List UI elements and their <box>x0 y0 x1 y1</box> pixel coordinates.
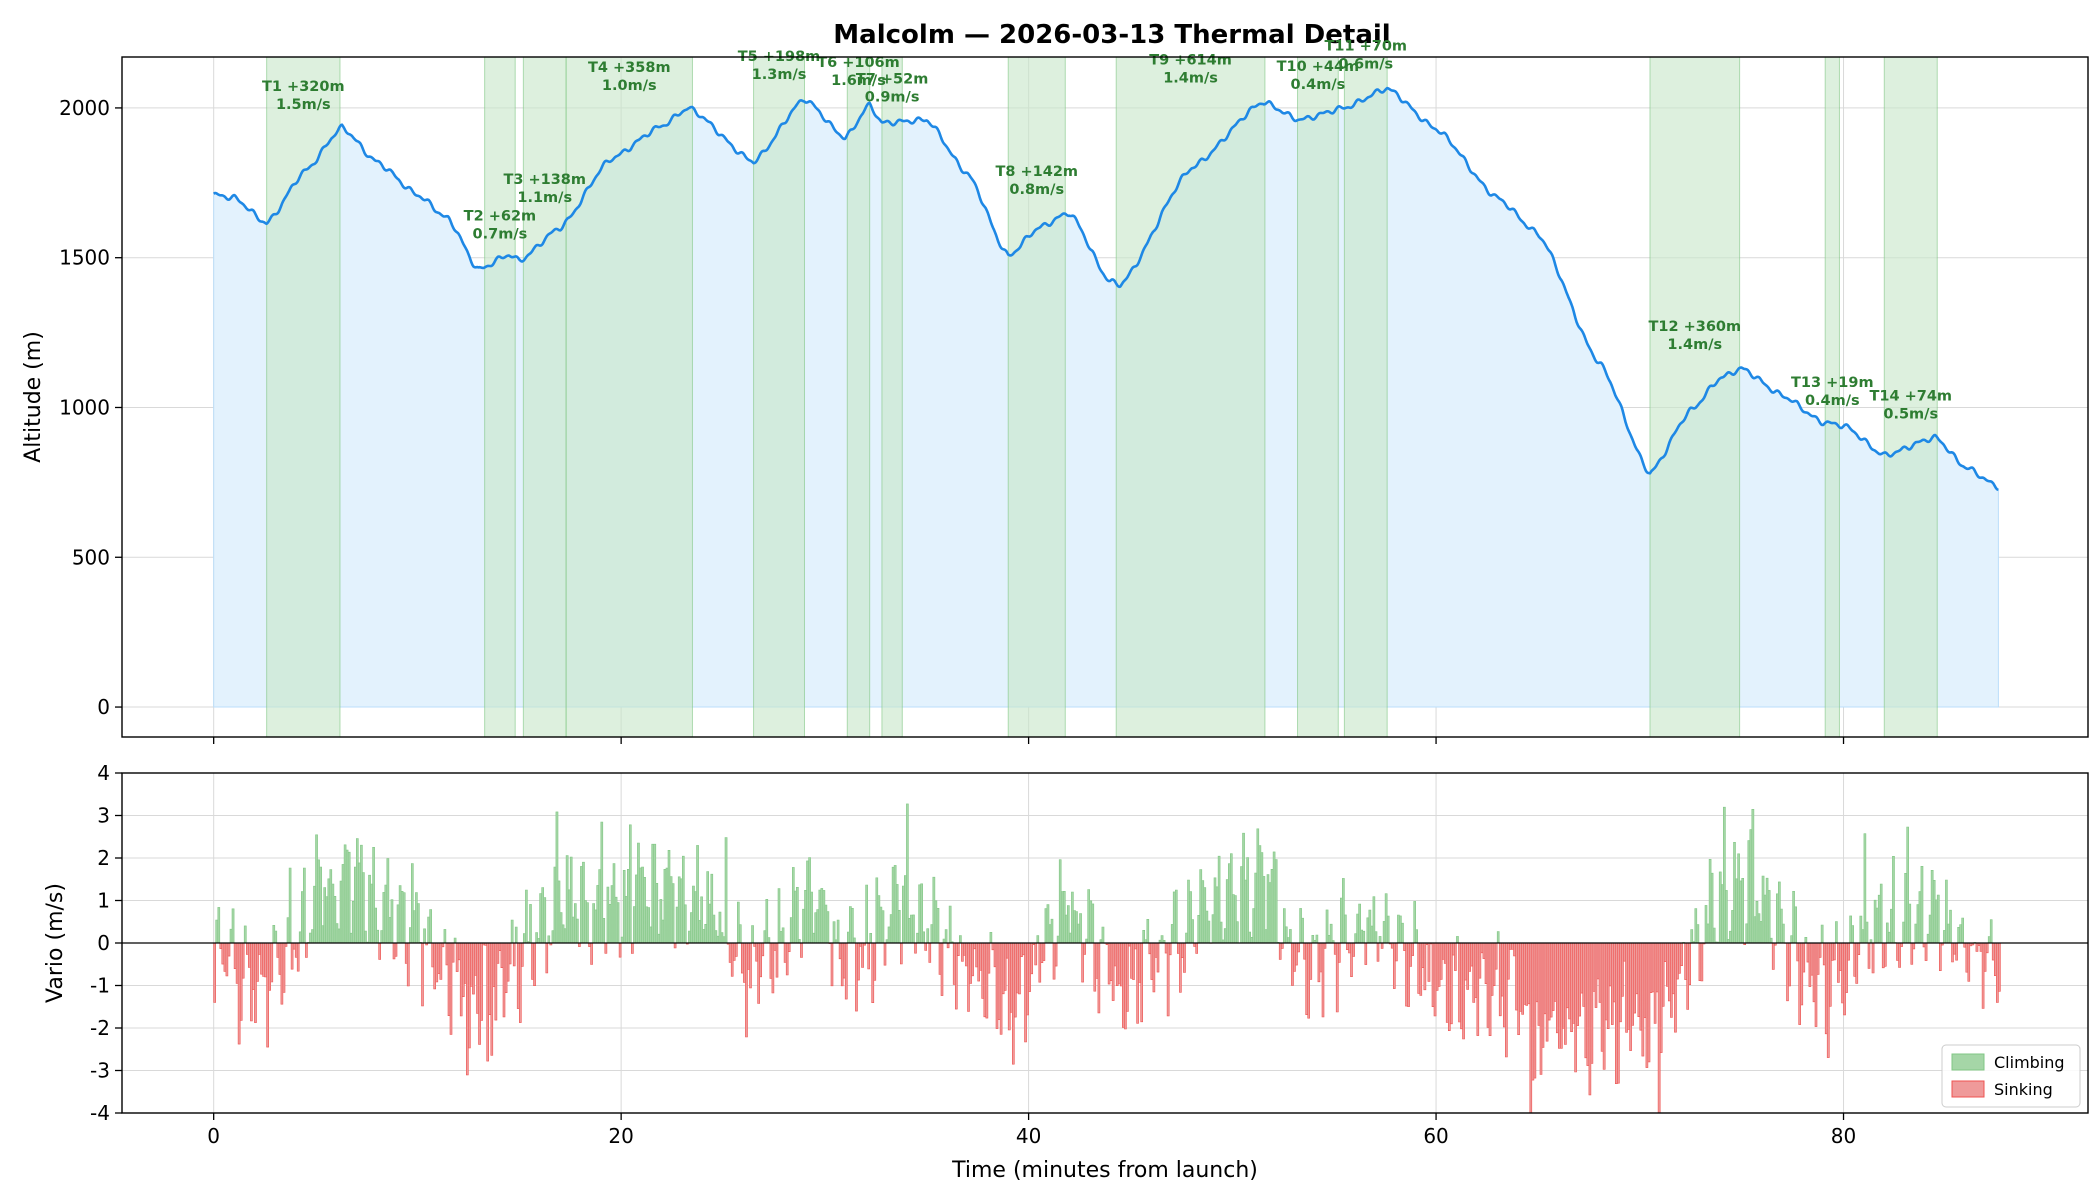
thermal-rate-t4: 1.0m/s <box>602 78 657 94</box>
x-axis-label: Time (minutes from launch) <box>951 1158 1258 1183</box>
legend-swatch-climbing <box>1951 1053 1985 1071</box>
altitude-y-axis-label: Altitude (m) <box>21 331 46 463</box>
legend-label-sinking: Sinking <box>1994 1080 2053 1099</box>
vario-panel: 4 3 2 1 0 -1 -2 -3 -4 0 20 40 60 80 Vario (m/s) Time … <box>43 761 2089 1183</box>
vario-ytick-label-0: 0 <box>97 931 110 955</box>
thermal-band-t11 <box>1343 56 1388 738</box>
altitude-ytick-label-500: 500 <box>72 545 110 569</box>
thermal-rate-t13: 0.4m/s <box>1805 393 1860 409</box>
altitude-ytick-label-0: 0 <box>97 695 110 719</box>
thermal-label-t9: T9 +614m <box>1149 53 1232 69</box>
altitude-ytick-label-2000: 2000 <box>59 96 110 120</box>
altitude-axis-ticks: 0 500 1000 1500 2000 <box>59 96 1845 744</box>
vario-axis-ticks: 4 3 2 1 0 -1 -2 -3 -4 0 20 40 60 80 <box>90 761 1856 1148</box>
vario-ytick-label--2: -2 <box>90 1016 110 1040</box>
thermal-band-t3 <box>522 56 567 738</box>
vario-climbing-bars <box>215 803 1993 944</box>
thermal-label-t10: T10 +44m <box>1277 59 1360 75</box>
thermal-label-t3: T3 +138m <box>503 172 586 188</box>
thermal-rate-t8: 0.8m/s <box>1009 182 1064 198</box>
x-tick-label-80: 80 <box>1831 1124 1856 1148</box>
thermal-bands <box>266 56 1938 738</box>
thermal-band-t12 <box>1649 56 1741 738</box>
thermal-label-t13: T13 +19m <box>1791 375 1874 391</box>
thermal-band-t10 <box>1297 56 1339 738</box>
x-tick-label-0: 0 <box>207 1124 220 1148</box>
legend-swatch-sinking <box>1951 1080 1985 1098</box>
thermal-label-t6: T6 +106m <box>817 55 900 71</box>
thermal-rate-t12: 1.4m/s <box>1667 337 1722 353</box>
thermal-label-t1: T1 +320m <box>262 79 345 95</box>
thermal-label-t2: T2 +62m <box>464 208 536 224</box>
vario-bars <box>213 803 2001 1114</box>
thermal-band-t2 <box>484 56 516 738</box>
altitude-ytick-label-1000: 1000 <box>59 395 110 419</box>
thermal-band-t9 <box>1115 56 1266 738</box>
altitude-plot-frame <box>121 56 2089 738</box>
altitude-line <box>213 86 1999 491</box>
legend: Climbing Sinking <box>1941 1044 2081 1108</box>
vario-ytick-label--1: -1 <box>90 974 110 998</box>
thermal-band-t4 <box>565 56 693 738</box>
x-tick-label-40: 40 <box>1016 1124 1041 1148</box>
altitude-ytick-label-1500: 1500 <box>59 246 110 270</box>
vario-ytick-label--4: -4 <box>90 1101 110 1125</box>
vario-ytick-label-4: 4 <box>97 761 110 785</box>
vario-y-axis-label: Vario (m/s) <box>43 883 68 1003</box>
thermal-band-t1 <box>266 56 341 738</box>
vario-ytick-label--3: -3 <box>90 1059 110 1083</box>
altitude-panel: T1 +320m 1.5m/s T2 +62m 0.7m/s T3 +138m 1.1m/… <box>21 38 2089 744</box>
thermal-label-t12: T12 +360m <box>1648 319 1741 335</box>
thermal-rate-t6: 1.6m/s <box>831 73 886 89</box>
x-tick-label-60: 60 <box>1423 1124 1448 1148</box>
thermal-band-t6 <box>846 56 871 738</box>
thermal-label-t7: T7 +52m <box>856 72 928 88</box>
thermal-band-t8 <box>1007 56 1066 738</box>
vario-ytick-label-1: 1 <box>97 889 110 913</box>
thermal-rate-t3: 1.1m/s <box>517 190 572 206</box>
thermal-label-t14: T14 +74m <box>1869 389 1952 405</box>
thermal-rate-t7: 0.9m/s <box>865 90 920 106</box>
thermal-band-t5 <box>753 56 805 738</box>
thermal-label-t11: T11 +70m <box>1324 38 1407 54</box>
thermal-rate-t10: 0.4m/s <box>1291 77 1346 93</box>
thermal-rate-t14: 0.5m/s <box>1883 407 1938 423</box>
thermal-rate-t11: 0.6m/s <box>1338 56 1393 72</box>
thermal-rate-t9: 1.4m/s <box>1163 71 1218 87</box>
vario-ytick-label-3: 3 <box>97 804 110 828</box>
thermal-label-t4: T4 +358m <box>588 60 671 76</box>
vario-sinking-bars <box>213 942 2001 1114</box>
chart-title: Malcolm — 2026-03-13 Thermal Detail <box>833 20 1390 50</box>
thermal-rate-t5: 1.3m/s <box>752 67 807 83</box>
thermal-label-t8: T8 +142m <box>995 164 1078 180</box>
x-tick-label-20: 20 <box>608 1124 633 1148</box>
thermal-rate-t2: 0.7m/s <box>473 226 528 242</box>
thermal-rate-t1: 1.5m/s <box>276 97 331 113</box>
vario-ytick-label-2: 2 <box>97 846 110 870</box>
thermal-band-t7 <box>881 56 903 738</box>
legend-label-climbing: Climbing <box>1994 1053 2065 1072</box>
altitude-line-path <box>213 86 1999 491</box>
